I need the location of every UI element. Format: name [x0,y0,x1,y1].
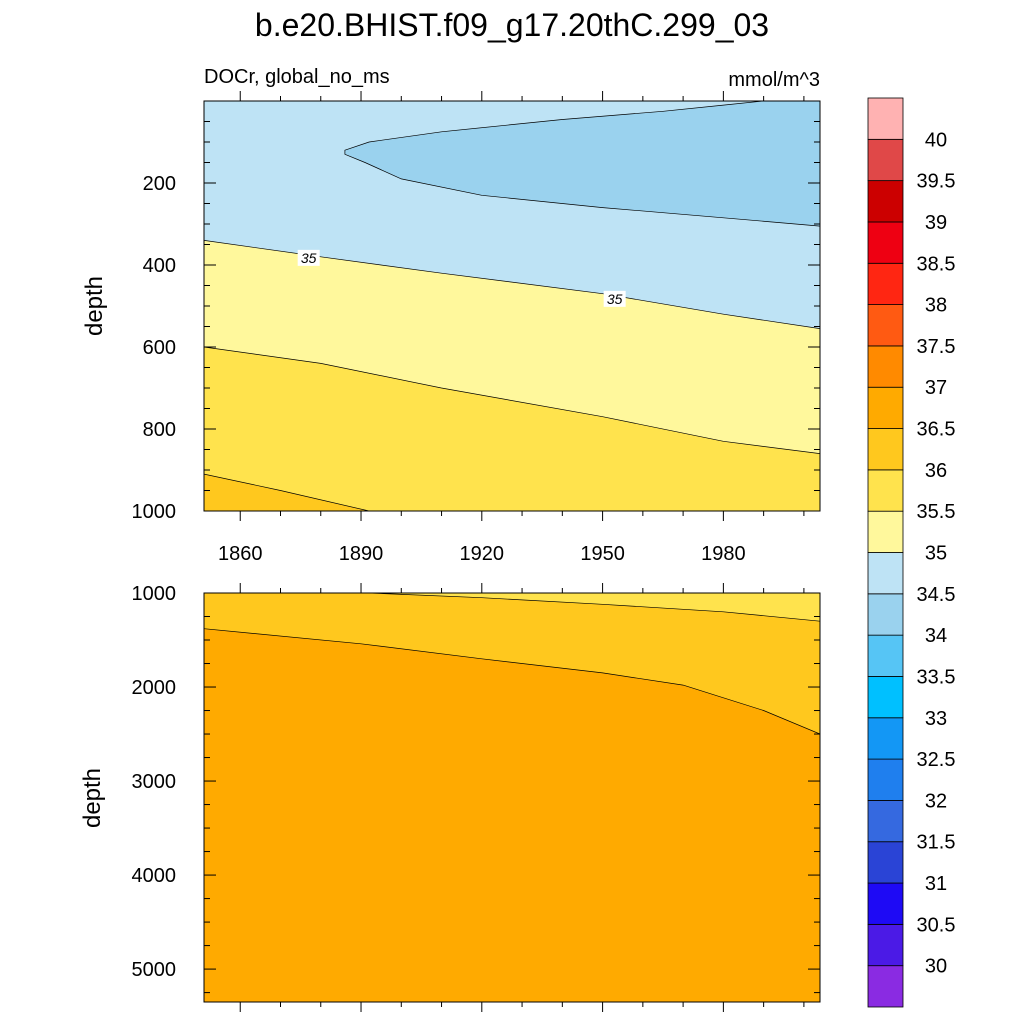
colorbar-swatch [867,717,904,760]
y-tick-label: 200 [143,173,176,195]
colorbar-swatch [867,552,904,595]
y-tick-label: 600 [143,337,176,359]
contour-label: 35 [301,250,317,266]
colorbar-label: 33 [925,708,947,730]
colorbar-swatch [867,469,904,512]
variable-label: DOCr, global_no_ms [204,66,390,88]
colorbar-label: 37 [925,377,947,399]
y-tick-label: 800 [143,419,176,441]
colorbar-swatch [867,841,904,884]
chart-title: b.e20.BHIST.f09_g17.20thC.299_03 [255,7,769,43]
colorbar-swatch [867,304,904,347]
band-36-36.5 [204,593,820,735]
contour-line [204,473,370,511]
contour-line [369,593,820,622]
lower-y-axis-label: depth [79,768,106,828]
y-tick-label: 1000 [132,583,177,605]
colorbar-swatch [867,965,904,1008]
colorbar-label: 36 [925,460,947,482]
x-tick-label: 1890 [339,543,384,565]
units-label: mmol/m^3 [728,69,820,91]
colorbar-label: 35.5 [917,501,956,523]
colorbar: 30 30.5 31 31.5 32 32.5 33 33.5 34 34.5 35 35.5 36 36… [867,97,956,1008]
colorbar-swatch [867,800,904,843]
upper-panel: 35 35 200 400 600 800 1000 1860 1890 1920 1950 1980… [81,91,821,565]
x-tick-label: 1950 [580,543,625,565]
colorbar-swatch [867,221,904,264]
colorbar-swatch [867,923,904,967]
contour-label: 35 [607,291,623,307]
upper-y-axis-label: depth [81,276,108,336]
colorbar-swatch [867,180,904,223]
colorbar-label: 34.5 [917,584,956,606]
colorbar-swatch [867,882,904,925]
band-35.5-36 [204,347,820,511]
contour-line [204,346,820,454]
band-35-35.5 [204,240,820,454]
y-tick-label: 5000 [132,959,177,981]
y-tick-label: 400 [143,255,176,277]
colorbar-swatch [867,676,904,719]
colorbar-swatch [867,634,904,677]
y-tick-label: 2000 [132,677,177,699]
colorbar-label: 39 [925,212,947,234]
colorbar-label: 37.5 [917,336,956,358]
contour-line [204,628,820,735]
colorbar-label: 32 [925,790,947,812]
x-tick-label: 1980 [701,543,746,565]
y-tick-label: 1000 [132,501,177,523]
colorbar-label: 38 [925,295,947,317]
colorbar-label: 31.5 [917,832,956,854]
colorbar-swatch [867,262,904,305]
lower-frame [203,592,821,1003]
colorbar-swatch [867,758,904,801]
colorbar-label: 30.5 [917,914,956,936]
colorbar-label: 38.5 [917,253,956,275]
colorbar-swatch [867,510,904,553]
colorbar-label: 35 [925,543,947,565]
colorbar-swatch [867,138,904,182]
band-36.5-37 [204,593,820,1002]
contour-label-bg [603,290,626,307]
colorbar-label: 32.5 [917,749,956,771]
lower-fill-group [204,593,820,1002]
contour-label-bg [297,249,320,266]
colorbar-label: 40 [925,129,947,151]
colorbar-label: 33.5 [917,666,956,688]
colorbar-label: 34 [925,625,947,647]
x-tick-label: 1920 [460,543,505,565]
colorbar-label: 39.5 [917,171,956,193]
y-tick-label: 4000 [132,865,177,887]
colorbar-swatch [867,386,904,429]
y-tick-label: 3000 [132,771,177,793]
colorbar-swatch [867,428,904,471]
x-tick-label: 1860 [218,543,263,565]
colorbar-label: 30 [925,956,947,978]
upper-fill-group [204,101,820,511]
colorbar-label: 31 [925,873,947,895]
colorbar-swatch [867,593,904,636]
band-35.5-36 [369,593,820,622]
lower-panel: 1000 2000 3000 4000 5000 depth [79,583,821,1012]
colorbar-label: 36.5 [917,419,956,441]
colorbar-swatch [867,97,904,140]
band-34-34.5 [344,101,820,227]
colorbar-swatch [867,345,904,388]
